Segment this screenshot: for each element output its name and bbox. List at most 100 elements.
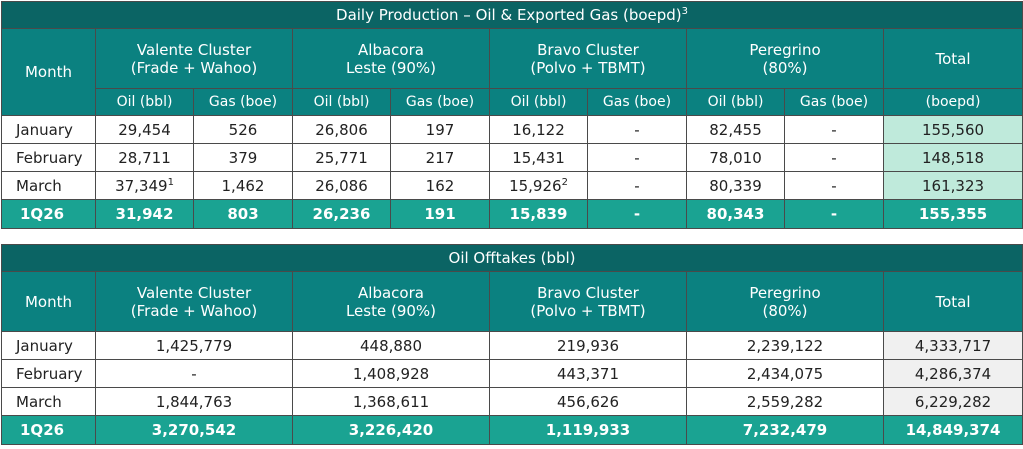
table-cell: 26,806 (292, 115, 391, 144)
table-cell: 78,010 (686, 143, 785, 172)
table-row: March 1,844,763 1,368,611 456,626 2,559,… (1, 387, 1023, 416)
row-month: 1Q26 (1, 199, 96, 229)
table-row: March 37,3491 1,462 26,086 162 15,9262 -… (1, 171, 1023, 200)
daily-production-table: Daily Production – Oil & Exported Gas (b… (0, 1, 1023, 229)
month-header: Month (1, 28, 96, 116)
summary-cell: 15,839 (489, 199, 588, 229)
group-header-bravo: Bravo Cluster (Polvo + TBMT) (489, 271, 687, 332)
table-cell: 448,880 (292, 331, 490, 360)
summary-cell: 14,849,374 (882, 415, 1023, 445)
row-month: January (1, 115, 96, 144)
row-month: March (1, 171, 96, 200)
summary-cell: 26,236 (292, 199, 391, 229)
group-header-valente: Valente Cluster (Frade + Wahoo) (95, 28, 293, 89)
table-cell: 219,936 (489, 331, 687, 360)
table-cell: 1,425,779 (95, 331, 293, 360)
table-row: January 29,454 526 26,806 197 16,122 - 8… (1, 115, 1023, 144)
summary-cell: 31,942 (95, 199, 194, 229)
production-title: Daily Production – Oil & Exported Gas (b… (0, 1, 1023, 29)
table-cell: 29,454 (95, 115, 194, 144)
footnote-marker: 2 (561, 176, 568, 188)
table-cell: 15,431 (489, 143, 588, 172)
row-month: February (1, 143, 96, 172)
table-cell: - (784, 171, 884, 200)
summary-cell: 3,226,420 (292, 415, 490, 445)
sub-header: Gas (boe) (193, 88, 293, 116)
table-cell: 1,408,928 (292, 359, 490, 388)
group-header-peregrino: Peregrino (80%) (686, 271, 884, 332)
table-cell: 80,339 (686, 171, 785, 200)
group-header-peregrino: Peregrino (80%) (686, 28, 884, 89)
sub-header: Gas (boe) (587, 88, 687, 116)
table-row: January 1,425,779 448,880 219,936 2,239,… (1, 331, 1023, 360)
table-cell: 162 (390, 171, 490, 200)
table-cell: 25,771 (292, 143, 391, 172)
table-cell: 37,3491 (95, 171, 194, 200)
summary-cell: 155,355 (882, 199, 1023, 229)
table-cell: 443,371 (489, 359, 687, 388)
sub-header: Gas (boe) (784, 88, 884, 116)
table-cell: 1,462 (193, 171, 293, 200)
table-cell: - (587, 171, 687, 200)
table-cell: 16,122 (489, 115, 588, 144)
total-cell: 155,560 (882, 115, 1023, 144)
summary-cell: 1,119,933 (489, 415, 687, 445)
table-cell: 2,434,075 (686, 359, 884, 388)
table-cell: - (95, 359, 293, 388)
summary-cell: - (587, 199, 687, 229)
row-month: March (1, 387, 96, 416)
summary-cell: - (784, 199, 884, 229)
table-cell: 1,844,763 (95, 387, 293, 416)
sub-header: Oil (bbl) (489, 88, 588, 116)
offtakes-title: Oil Offtakes (bbl) (0, 244, 1023, 272)
table-cell: 82,455 (686, 115, 785, 144)
table-cell: 456,626 (489, 387, 687, 416)
summary-row: 1Q26 31,942 803 26,236 191 15,839 - 80,3… (1, 199, 1023, 229)
total-cell: 4,286,374 (882, 359, 1023, 388)
table-cell: 1,368,611 (292, 387, 490, 416)
sub-header: Gas (boe) (390, 88, 490, 116)
sub-header: Oil (bbl) (686, 88, 785, 116)
production-title-note: 3 (681, 6, 689, 17)
total-cell: 6,229,282 (882, 387, 1023, 416)
table-cell: 2,559,282 (686, 387, 884, 416)
group-header-valente: Valente Cluster (Frade + Wahoo) (95, 271, 293, 332)
total-cell: 4,333,717 (882, 331, 1023, 360)
table-cell: 379 (193, 143, 293, 172)
table-row: February 28,711 379 25,771 217 15,431 - … (1, 143, 1023, 172)
month-header: Month (1, 271, 96, 332)
summary-row: 1Q26 3,270,542 3,226,420 1,119,933 7,232… (1, 415, 1023, 445)
table-cell: 26,086 (292, 171, 391, 200)
summary-cell: 3,270,542 (95, 415, 293, 445)
total-header: Total (882, 28, 1023, 89)
sub-header: (boepd) (882, 88, 1023, 116)
table-cell: - (784, 143, 884, 172)
total-cell: 148,518 (882, 143, 1023, 172)
row-month: February (1, 359, 96, 388)
total-header: Total (882, 271, 1023, 332)
table-cell: 28,711 (95, 143, 194, 172)
table-cell: 197 (390, 115, 490, 144)
table-cell: 526 (193, 115, 293, 144)
table-cell: 2,239,122 (686, 331, 884, 360)
table-cell: - (784, 115, 884, 144)
table-cell: 15,9262 (489, 171, 588, 200)
table-cell: - (587, 143, 687, 172)
summary-cell: 80,343 (686, 199, 785, 229)
oil-offtakes-table: Oil Offtakes (bbl) Month Valente Cluster… (0, 244, 1023, 445)
production-title-text: Daily Production – Oil & Exported Gas (b… (336, 6, 682, 24)
group-header-bravo: Bravo Cluster (Polvo + TBMT) (489, 28, 687, 89)
row-month: 1Q26 (1, 415, 96, 445)
row-month: January (1, 331, 96, 360)
table-row: February - 1,408,928 443,371 2,434,075 4… (1, 359, 1023, 388)
group-header-albacora: Albacora Leste (90%) (292, 271, 490, 332)
summary-cell: 191 (390, 199, 490, 229)
sub-header: Oil (bbl) (95, 88, 194, 116)
footnote-marker: 1 (167, 176, 174, 188)
summary-cell: 7,232,479 (686, 415, 884, 445)
table-cell: 217 (390, 143, 490, 172)
table-cell: - (587, 115, 687, 144)
summary-cell: 803 (193, 199, 293, 229)
group-header-albacora: Albacora Leste (90%) (292, 28, 490, 89)
sub-header: Oil (bbl) (292, 88, 391, 116)
